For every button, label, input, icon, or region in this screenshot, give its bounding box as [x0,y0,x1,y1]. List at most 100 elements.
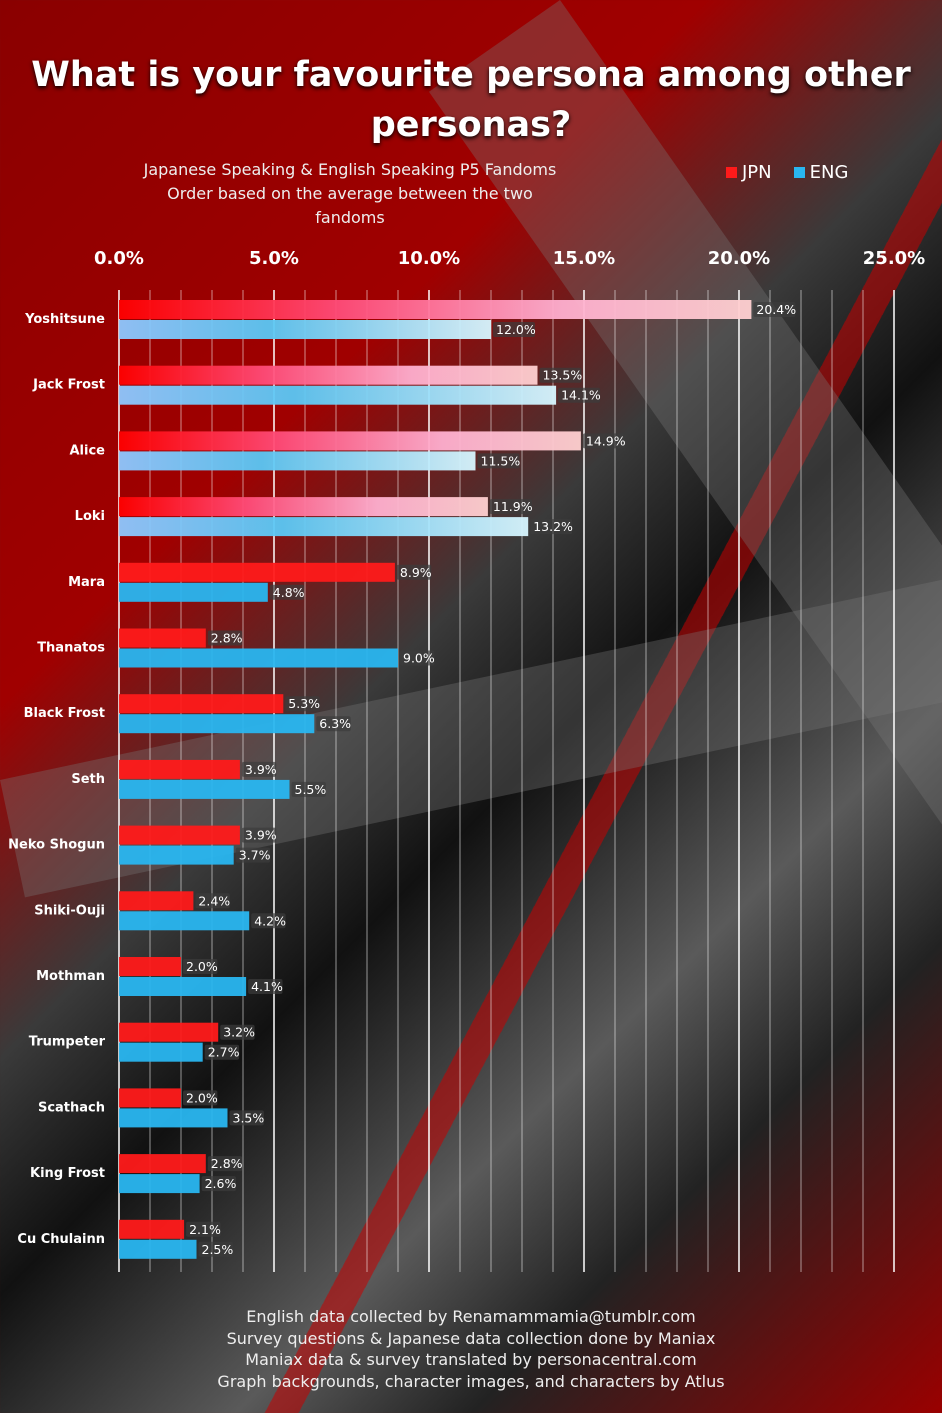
data-label-bg [251,913,286,929]
bar-eng [119,1108,228,1128]
data-label-bg [198,1241,233,1257]
category-label: Mothman [36,969,105,984]
category-label: Scathach [38,1100,105,1115]
data-label-bg [183,959,218,974]
category-label: Loki [75,509,105,524]
bar-eng [119,714,315,734]
data-label-bg [183,1090,218,1106]
bar-jpn [119,497,488,517]
credit-line: Graph backgrounds, character images, and… [217,1371,725,1391]
data-label-bg [530,519,573,535]
bar-jpn [119,562,395,582]
bar-eng [119,1239,197,1259]
category-label: Alice [70,443,106,458]
data-label: 11.9% [493,499,533,514]
data-label: 2.0% [186,959,218,974]
bar-eng [119,1174,200,1194]
chart-subtitle: Japanese Speaking & English Speaking P5 … [130,158,570,230]
category-label: Seth [71,772,105,787]
credits: English data collected by Renamammamia@t… [0,1306,942,1392]
bar-eng [119,1042,203,1062]
data-label: 14.1% [561,388,601,403]
data-label: 4.2% [254,913,286,928]
data-label: 2.8% [211,1156,243,1171]
legend-swatch [726,167,737,178]
data-label: 6.3% [319,716,351,731]
bar-jpn [119,825,240,845]
data-label: 2.1% [189,1222,221,1237]
data-label-bg [204,1044,240,1060]
data-label: 3.9% [245,828,277,843]
legend-item-jpn: JPN [726,162,772,183]
data-label: 9.0% [403,651,435,666]
x-tick-label: 20.0% [708,248,770,269]
data-label: 20.4% [756,302,796,317]
data-label-bg [753,302,796,317]
data-label-bg [285,696,320,712]
category-label: Black Frost [24,706,105,721]
bar-eng [119,648,398,668]
bar-eng [119,779,290,799]
bar-eng [119,320,491,339]
credit-line: Survey questions & Japanese data collect… [226,1328,716,1348]
data-label-bg [400,650,435,666]
bar-eng [119,845,234,865]
bar-jpn [119,300,752,319]
data-label-bg [186,1221,221,1237]
x-tick-label: 10.0% [398,248,460,269]
bar-eng [119,911,250,931]
data-label: 2.4% [198,893,230,908]
credit-line: English data collected by Renamammamia@t… [246,1307,696,1326]
data-label-bg [558,387,601,403]
subtitle-line: Japanese Speaking & English Speaking P5 … [143,160,557,179]
data-label: 3.7% [239,848,271,863]
data-label-bg [241,827,277,843]
category-label: Trumpeter [29,1035,106,1050]
data-label-bg [235,847,271,863]
data-label-bg [582,433,625,449]
x-tick-label: 5.0% [249,248,299,269]
legend-item-eng: ENG [793,162,848,183]
x-tick-label: 0.0% [94,248,144,269]
data-label: 14.9% [586,433,626,448]
data-label: 2.7% [208,1045,240,1060]
bar-jpn [119,759,240,779]
bar-jpn [119,1154,206,1174]
data-label: 2.0% [186,1090,218,1105]
category-label: Mara [68,575,105,590]
category-label: Yoshitsune [24,312,105,327]
bar-eng [119,451,476,471]
data-label-bg [201,1176,236,1192]
data-label-bg [493,322,535,337]
data-label-bg [229,1110,264,1126]
data-label: 8.9% [400,565,432,580]
bar-jpn [119,365,538,385]
subtitle-line: Order based on the average between the t… [167,184,533,227]
category-label: Jack Frost [32,378,105,393]
legend-label: JPN [742,162,772,183]
data-label-bg [220,1024,255,1040]
data-label-bg [291,781,326,797]
category-label: Shiki-Ouji [34,903,105,918]
data-label: 5.5% [295,782,327,797]
legend: JPN ENG [726,162,848,183]
data-label-bg [195,893,230,909]
category-label: Thanatos [37,641,105,656]
category-label: Neko Shogun [8,838,105,853]
data-label: 11.5% [481,453,521,468]
data-label-bg [207,1156,243,1172]
data-label: 2.8% [211,631,243,646]
data-label: 3.2% [223,1025,255,1040]
bar-jpn [119,957,181,976]
data-label: 4.1% [251,979,283,994]
x-tick-label: 15.0% [553,248,615,269]
data-label-bg [241,761,277,777]
data-label: 3.5% [233,1110,265,1125]
bar-jpn [119,628,206,648]
bar-eng [119,517,529,537]
bar-jpn [119,694,284,714]
data-label-bg [396,564,432,580]
data-label-bg [539,367,582,383]
chart-title: What is your favourite persona among oth… [31,55,911,145]
